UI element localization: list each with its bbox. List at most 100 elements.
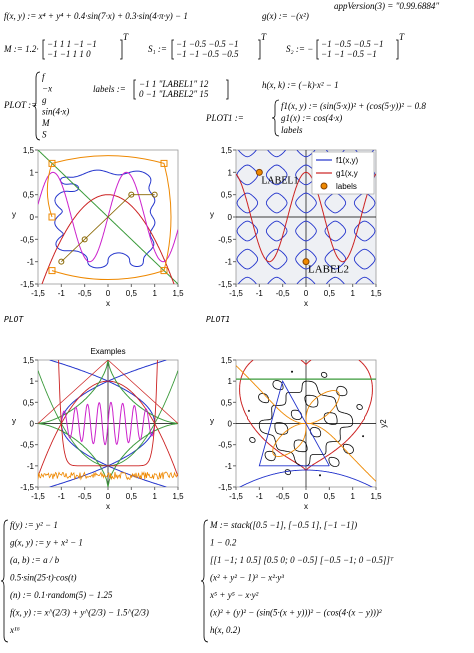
formula: 1 − 0.2 <box>210 538 237 548</box>
list-item: −x <box>42 84 52 94</box>
x-axis-label: x <box>106 299 110 308</box>
formula: h(x, k) := (−k)·x² − 1 <box>262 80 339 90</box>
transpose: T <box>261 32 267 42</box>
brace <box>32 71 41 141</box>
plot-content <box>236 150 376 284</box>
y-axis-label: y <box>210 210 214 219</box>
formula: f(x, y) := x⁴ + y⁴ + 0.4·sin(7·x) + 0.3·… <box>4 11 188 21</box>
formula: f(y) := y² − 1 <box>10 520 58 530</box>
marker <box>151 191 158 198</box>
plot: -1,5 -1 -0,5 0 0,5 1 1,5 -1,5 -1 -0,5 0 0,5 1 1,5 x y PL… <box>206 146 382 324</box>
x-tick-label: -0,5 <box>276 492 290 501</box>
matrix-name: labels := <box>93 84 126 94</box>
marker <box>160 159 168 167</box>
x-tick-label: 1,5 <box>370 492 382 501</box>
y-axis-label: y <box>210 417 214 426</box>
legend-label: g1(x,y <box>336 169 358 178</box>
x-tick-label: 0 <box>106 492 111 501</box>
y-tick-label: 0 <box>228 213 233 222</box>
legend: f1(x,y) g1(x,y labels <box>311 151 375 195</box>
y2-axis-label: y2 <box>379 419 388 428</box>
formula: x⁵ + y⁵ − x·y² <box>209 590 259 600</box>
x-tick-label: -1,5 <box>31 289 45 298</box>
y-tick-label: -1,5 <box>20 280 34 289</box>
formula: M := stack([0.5 −1], [−0.5 1], [−1 −1]) <box>209 520 357 530</box>
x-tick-label: -0,5 <box>78 492 92 501</box>
formula: (n) := 0.1·random(5) − 1.25 <box>10 590 113 600</box>
marker <box>58 258 65 265</box>
list-item: sin(4·x) <box>42 107 69 117</box>
marker <box>48 159 56 167</box>
formula: (x)² + (y)² − (sin(5·(x + y)))² − (cos(4… <box>210 608 382 618</box>
x-tick-label: -0,5 <box>276 289 290 298</box>
y-tick-label: -0,5 <box>20 441 34 450</box>
x-tick-label: 1 <box>152 289 157 298</box>
y-tick-label: -1,5 <box>20 483 34 492</box>
x-tick-label: 1 <box>350 492 355 501</box>
marker <box>81 236 88 243</box>
curve <box>38 470 178 481</box>
y-tick-label: -1 <box>27 462 35 471</box>
brace <box>0 519 9 643</box>
matrix-row: −1 −1 −0.5 −1 <box>321 49 377 59</box>
y-tick-label: 0,5 <box>23 191 35 200</box>
x-tick-label: -1,5 <box>229 289 243 298</box>
x-tick-label: 0 <box>106 289 111 298</box>
list-item: S <box>42 130 47 140</box>
formula: (a, b) := a / b <box>10 555 60 565</box>
x-axis-label: x <box>304 502 308 511</box>
x-tick-label: -1 <box>58 492 66 501</box>
x-tick-label: -1 <box>256 289 264 298</box>
plot: -1,5 -1 -0,5 0 0,5 1 1,5 -1,5 -1 -0,5 0 0,5 1 1,5 x y Ex… <box>12 347 184 511</box>
x-tick-label: 1 <box>152 492 157 501</box>
curve <box>54 169 156 269</box>
curve <box>236 171 376 263</box>
label-point <box>255 168 263 176</box>
x-tick-label: 1,5 <box>370 289 382 298</box>
formula: f(x, y) := x^(2/3) + y^(2/3) − 1.5^(2/3) <box>10 608 149 618</box>
y-tick-label: 1,5 <box>221 146 233 155</box>
curve <box>236 365 376 482</box>
y-axis-label: y <box>12 210 16 219</box>
y-tick-label: -0,5 <box>20 235 34 244</box>
plot-title: Examples <box>90 347 125 356</box>
curve <box>38 360 178 424</box>
bracket <box>171 39 261 60</box>
x-tick-label: -1,5 <box>31 492 45 501</box>
x-tick-label: 1 <box>350 289 355 298</box>
curve <box>46 155 172 280</box>
x-tick-label: 0,5 <box>126 289 138 298</box>
marker <box>160 267 168 275</box>
x-tick-label: 0 <box>304 289 309 298</box>
y-tick-label: 0 <box>228 420 233 429</box>
transpose: T <box>399 32 405 42</box>
list-item: f <box>42 72 46 82</box>
x-tick-label: -1 <box>256 492 264 501</box>
bracket <box>42 39 123 60</box>
y-tick-label: -0,5 <box>218 235 232 244</box>
list-item: labels <box>281 125 303 135</box>
brace <box>271 99 280 137</box>
y-tick-label: 1 <box>228 377 233 386</box>
y-tick-label: 0,5 <box>23 398 35 407</box>
y-tick-label: 0 <box>30 420 35 429</box>
x-axis-label: x <box>304 299 308 308</box>
y-tick-label: 0,5 <box>221 191 233 200</box>
curve <box>41 194 175 284</box>
matrix-row: −1 −1 −0.5 −0.5 <box>176 49 239 59</box>
matrix-row: 0 −1 "LABEL2" 15 <box>139 89 209 99</box>
y-tick-label: 0,5 <box>221 398 233 407</box>
plot-content <box>38 360 178 487</box>
matrix-row: −1 1 "LABEL1" 12 <box>139 79 209 89</box>
matrix-name: S₁ := <box>148 44 167 54</box>
y-axis-label: y <box>12 417 16 426</box>
x-tick-label: 1,5 <box>172 492 184 501</box>
y-tick-label: 1 <box>30 377 35 386</box>
plot-content <box>38 150 178 284</box>
matrix-row: −1 1 1 −1 −1 <box>47 39 97 49</box>
y-tick-label: -1,5 <box>218 483 232 492</box>
legend-label: labels <box>336 182 357 191</box>
x-tick-label: 0,5 <box>324 492 336 501</box>
x-tick-label: 0,5 <box>126 492 138 501</box>
